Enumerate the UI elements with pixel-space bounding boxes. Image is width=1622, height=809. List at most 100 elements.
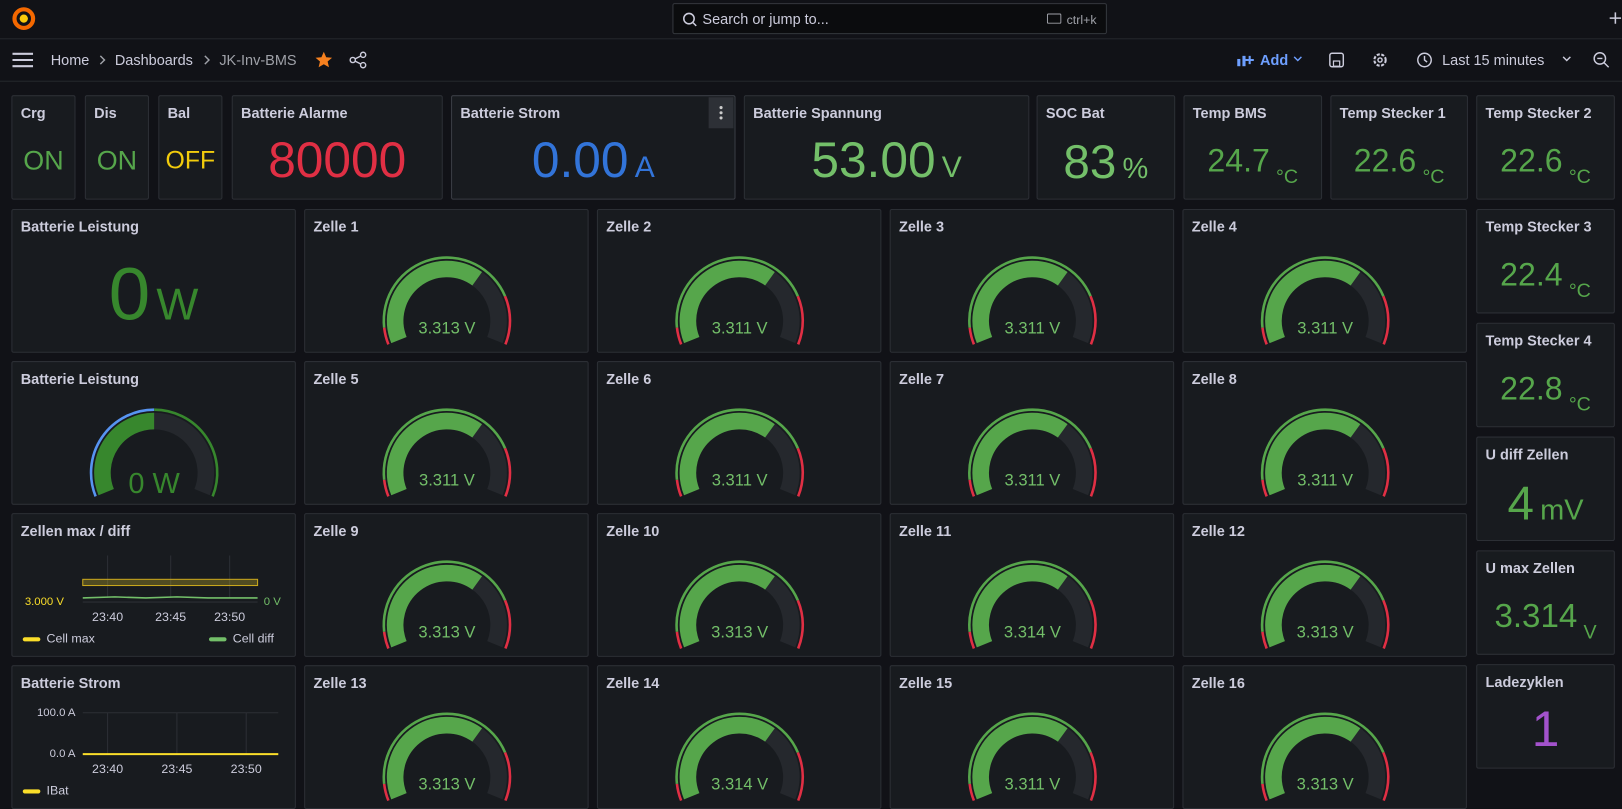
stat-value-box: 80000 (233, 123, 442, 199)
panel-title: Ladezyklen (1486, 673, 1564, 690)
panel-title: Dis (94, 104, 117, 121)
stat-value-box: 22.8 °C (1477, 351, 1614, 427)
stat-value-box: 3.314V (1477, 578, 1614, 654)
settings-icon[interactable] (1372, 52, 1389, 69)
stat-value-box: 22.6°C (1331, 123, 1467, 199)
shortcut: ctrl+k (1067, 12, 1097, 26)
panel: Zelle 33.311 V (890, 209, 1174, 353)
star-icon[interactable] (314, 51, 333, 70)
series-line (83, 597, 258, 598)
stat-value: 22.6 (1500, 142, 1562, 179)
nav-bar: Home Dashboards JK-Inv-BMS Add Last 15 m… (0, 39, 1622, 81)
plus-icon[interactable] (1609, 11, 1622, 24)
panel: Zelle 153.311 V (890, 665, 1174, 809)
stat-value-box: 4mV (1477, 464, 1614, 540)
search-placeholder: Search or jump to... (702, 10, 828, 27)
panel: SOC Bat83% (1037, 95, 1176, 199)
gauge-value: 3.311 V (712, 318, 768, 337)
panel: Zelle 143.314 V (597, 665, 881, 809)
panel: BalOFF (158, 95, 222, 199)
save-icon[interactable] (1328, 52, 1345, 69)
chevron-down (1562, 56, 1571, 62)
panel: Batterie Leistung0W (11, 209, 295, 353)
stat-value: 24.7 (1207, 142, 1269, 179)
panel: Temp BMS 24.7°C (1183, 95, 1322, 199)
stat-value: 3.314 (1494, 597, 1577, 635)
gauge-value: 3.313 V (418, 622, 475, 641)
menu-icon[interactable] (12, 52, 33, 69)
panel: Zelle 163.313 V (1182, 665, 1466, 809)
share-icon[interactable] (349, 51, 368, 70)
gauge-value: 3.311 V (712, 470, 768, 489)
stat-value: 80000 (268, 132, 406, 189)
stat-value: 22.8 (1500, 370, 1562, 407)
grafana-logo[interactable] (11, 6, 36, 31)
panel: Zelle 73.311 V (890, 361, 1174, 505)
panel: Batterie Strom0.00A (451, 95, 735, 199)
panel: Zelle 63.311 V (597, 361, 881, 505)
stat-value: 22.4 (1500, 256, 1562, 293)
gauge: 3.311 V (890, 665, 1174, 809)
stat-value: 0.00 (532, 132, 629, 189)
panel-menu[interactable] (709, 97, 734, 128)
stat-unit: °C (1569, 167, 1591, 190)
keyboard-icon (1047, 13, 1061, 23)
stat-unit: V (942, 151, 962, 185)
legend-label: Cell max (47, 632, 96, 646)
gauge: 3.314 V (597, 665, 881, 809)
gauge: 3.313 V (304, 665, 588, 809)
stat-unit: °C (1569, 394, 1591, 417)
panel: Dis ON (85, 95, 149, 199)
breadcrumb[interactable]: Dashboards (115, 52, 193, 69)
gauge: 3.311 V (890, 209, 1174, 353)
panel: Temp Stecker 122.6°C (1330, 95, 1468, 199)
x-axis-label: 23:45 (161, 762, 192, 776)
gauge: 3.313 V (1182, 665, 1466, 809)
menu-dots (709, 97, 734, 128)
zoom-out-icon[interactable] (1592, 51, 1611, 70)
panel: Batterie Strom100.0 A0.0 A23:4023:4523:5… (11, 665, 295, 809)
stat-value: 1 (1532, 701, 1560, 758)
stat-unit: °C (1422, 167, 1444, 190)
stat-value-box: 0.00A (452, 123, 734, 199)
clock-icon (1416, 52, 1433, 69)
stat-unit: % (1123, 152, 1149, 185)
panel-title: Batterie Alarme (241, 104, 348, 121)
search-box[interactable]: Search or jump to... ctrl+k (672, 3, 1106, 34)
panel: Zelle 123.313 V (1182, 513, 1466, 657)
stat-value-box: ON (12, 123, 74, 199)
gauge-value: 3.311 V (1005, 775, 1061, 794)
add-button[interactable]: Add (1260, 52, 1288, 69)
stat-value: OFF (166, 146, 216, 175)
y-axis-label: 3.000 V (25, 596, 65, 608)
panel: Zelle 103.313 V (597, 513, 881, 657)
panel: Batterie Alarme 80000 (232, 95, 443, 199)
gauge-value: 3.311 V (419, 470, 475, 489)
stat-value: ON (97, 145, 137, 177)
chevron (203, 55, 211, 65)
time-series: 3.000 V0 V23:4023:4523:50Cell maxCell di… (11, 513, 295, 657)
panel: Temp Stecker 322.4°C (1476, 209, 1615, 313)
stat-value-box: 83% (1038, 123, 1175, 199)
panel: Crg ON (11, 95, 75, 199)
stat-value-box: 24.7°C (1185, 123, 1322, 199)
panel-title: Temp BMS (1193, 104, 1267, 121)
stat-value-box: 0W (12, 237, 294, 352)
panel: Temp Stecker 4 22.8 °C (1476, 323, 1615, 427)
gauge: 3.311 V (304, 361, 588, 505)
gauge: 0 W (11, 361, 295, 505)
panel-title: Crg (21, 104, 46, 121)
x-axis-label: 23:40 (92, 762, 123, 776)
breadcrumb[interactable]: Home (51, 52, 90, 69)
panel-title: Temp Stecker 4 (1486, 332, 1592, 349)
gauge-value: 3.311 V (1005, 470, 1061, 489)
time-range[interactable]: Last 15 minutes (1442, 52, 1544, 69)
gauge-value: 3.313 V (418, 775, 475, 794)
stat-value: 53.00 (811, 132, 935, 189)
stat-value-box: ON (86, 123, 148, 199)
stat-value: 83 (1063, 133, 1116, 189)
stat-value: 0 (109, 252, 150, 337)
panel: Temp Stecker 222.6°C (1476, 95, 1615, 199)
panel-title: Batterie Spannung (753, 104, 882, 121)
